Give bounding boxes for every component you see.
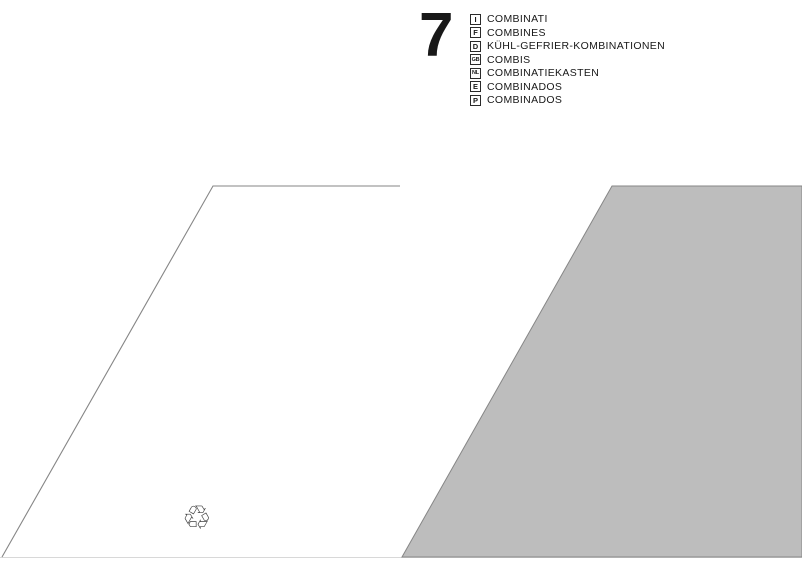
language-code-badge: I	[470, 13, 481, 25]
language-code-badge: NL	[470, 67, 481, 79]
section-number: 7	[419, 1, 454, 70]
language-row-italian: I COMBINATI	[470, 13, 665, 27]
language-row-spanish: E COMBINADOS	[470, 80, 665, 94]
language-label: COMBINATIEKASTEN	[487, 67, 600, 80]
gray-parallelogram	[401, 185, 802, 558]
language-label: COMBINATI	[487, 13, 548, 26]
language-code-badge: F	[470, 27, 481, 39]
recycling-icon: ♲	[182, 498, 212, 537]
language-code-badge: D	[470, 40, 481, 52]
language-code-badge: GB	[470, 54, 481, 66]
language-row-dutch: NL COMBINATIEKASTEN	[470, 67, 665, 81]
language-row-german: D KÜHL-GEFRIER-KOMBINATIONEN	[470, 40, 665, 54]
language-list: I COMBINATI F COMBINES D KÜHL-GEFRIER-KO…	[470, 13, 665, 108]
language-row-english: GB COMBIS	[470, 53, 665, 67]
language-row-portuguese: P COMBINADOS	[470, 94, 665, 108]
language-label: COMBINES	[487, 26, 546, 39]
language-row-french: F COMBINES	[470, 26, 665, 40]
language-label: KÜHL-GEFRIER-KOMBINATIONEN	[487, 40, 666, 53]
language-code-badge: P	[470, 94, 481, 106]
white-parallelogram-outline	[1, 185, 400, 558]
language-label: COMBINADOS	[487, 80, 563, 93]
language-code-badge: E	[470, 81, 481, 93]
language-label: COMBIS	[487, 53, 531, 66]
language-label: COMBINADOS	[487, 94, 563, 107]
